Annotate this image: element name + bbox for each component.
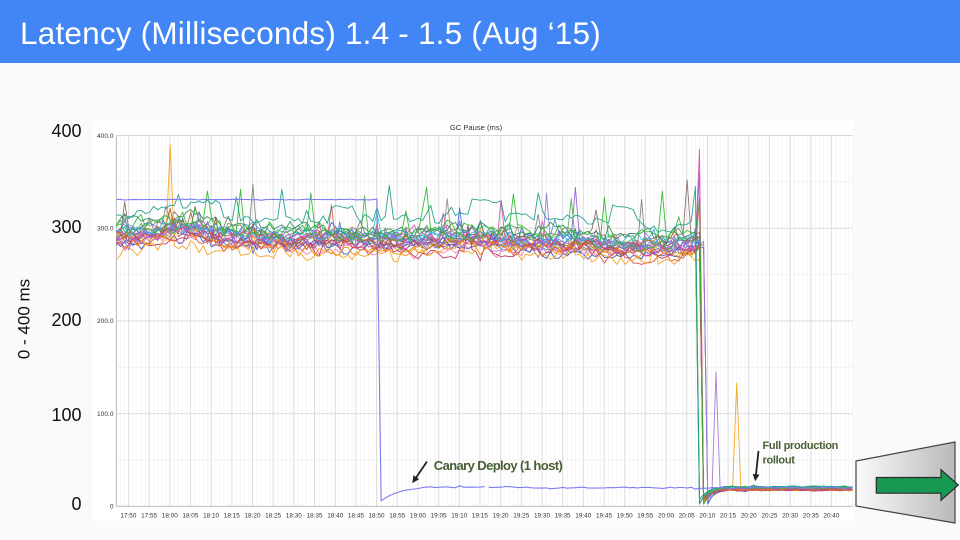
svg-text:19:20: 19:20	[493, 513, 509, 520]
svg-text:19:55: 19:55	[637, 513, 653, 520]
svg-text:19:15: 19:15	[472, 513, 488, 520]
svg-text:18:10: 18:10	[203, 513, 219, 520]
svg-text:18:30: 18:30	[286, 513, 302, 520]
svg-text:18:25: 18:25	[265, 513, 281, 520]
svg-text:18:35: 18:35	[307, 513, 323, 520]
svg-text:19:30: 19:30	[534, 513, 550, 520]
svg-text:19:10: 19:10	[451, 513, 467, 520]
svg-text:20:15: 20:15	[720, 513, 736, 520]
svg-text:400.0: 400.0	[97, 133, 114, 140]
svg-text:200.0: 200.0	[97, 318, 114, 325]
svg-text:rollout: rollout	[763, 455, 796, 467]
svg-text:20:00: 20:00	[658, 513, 674, 520]
svg-text:20:10: 20:10	[699, 513, 715, 520]
svg-text:19:45: 19:45	[596, 513, 612, 520]
svg-text:18:15: 18:15	[224, 513, 240, 520]
svg-text:19:50: 19:50	[617, 513, 633, 520]
svg-text:19:35: 19:35	[555, 513, 571, 520]
svg-text:20:40: 20:40	[823, 513, 839, 520]
svg-text:GC Pause (ms): GC Pause (ms)	[450, 123, 503, 132]
svg-text:17:55: 17:55	[141, 513, 157, 520]
svg-text:18:20: 18:20	[245, 513, 261, 520]
svg-text:18:55: 18:55	[389, 513, 405, 520]
svg-text:Canary Deploy (1 host): Canary Deploy (1 host)	[434, 458, 563, 473]
svg-text:20:20: 20:20	[741, 513, 757, 520]
svg-text:18:50: 18:50	[369, 513, 385, 520]
svg-text:19:00: 19:00	[410, 513, 426, 520]
svg-text:17:50: 17:50	[120, 513, 136, 520]
svg-text:18:00: 18:00	[162, 513, 178, 520]
svg-text:20:05: 20:05	[679, 513, 695, 520]
svg-text:18:45: 18:45	[348, 513, 364, 520]
svg-text:19:05: 19:05	[431, 513, 447, 520]
svg-text:18:05: 18:05	[182, 513, 198, 520]
svg-text:19:40: 19:40	[575, 513, 591, 520]
svg-text:100.0: 100.0	[97, 411, 114, 418]
svg-text:20:30: 20:30	[782, 513, 798, 520]
svg-text:300.0: 300.0	[97, 226, 114, 233]
svg-text:18:40: 18:40	[327, 513, 343, 520]
svg-text:19:25: 19:25	[513, 513, 529, 520]
svg-text:20:35: 20:35	[803, 513, 819, 520]
svg-text:20:25: 20:25	[761, 513, 777, 520]
svg-text:Full production: Full production	[763, 440, 839, 452]
svg-text:0: 0	[110, 504, 114, 511]
